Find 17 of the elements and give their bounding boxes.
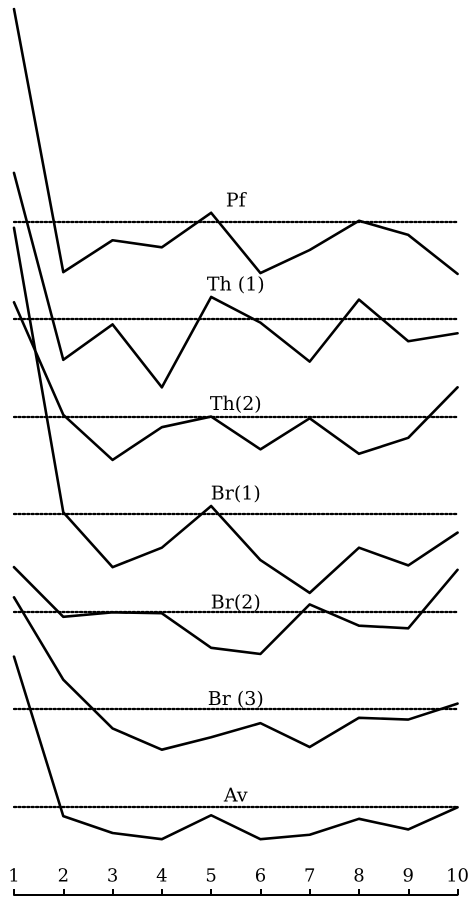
x-tick-label: 5 (205, 866, 217, 886)
x-tick-label: 8 (353, 866, 365, 886)
series-label: Pf (226, 189, 248, 212)
x-tick-label: 9 (402, 866, 414, 886)
x-tick-label: 6 (254, 866, 266, 886)
x-tick-label: 1 (8, 866, 20, 886)
series-label: Av (222, 784, 248, 807)
series-label: Br (3) (208, 688, 264, 710)
series-label: Br(1) (210, 482, 261, 505)
series-label: Th (1) (206, 273, 265, 296)
x-tick-label: 4 (156, 866, 168, 886)
x-tick-label: 3 (106, 866, 118, 886)
x-tick-label: 10 (446, 866, 469, 886)
x-tick-label: 2 (58, 866, 70, 886)
x-tick-label: 7 (304, 866, 316, 886)
series-label: Th(2) (210, 393, 262, 416)
series-label: Br(2) (210, 592, 261, 614)
